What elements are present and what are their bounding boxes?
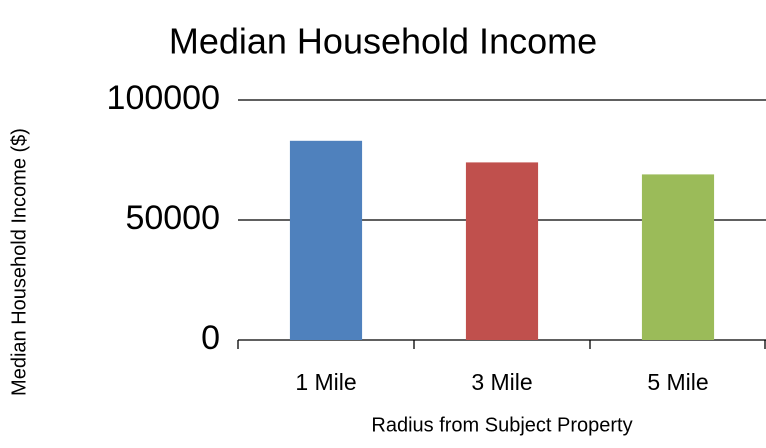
y-tick-label: 50000	[125, 199, 220, 237]
y-tick-label: 0	[201, 319, 220, 357]
bar	[465, 162, 539, 340]
x-axis-label: Radius from Subject Property	[371, 414, 632, 436]
x-tick-label: 3 Mile	[471, 369, 532, 395]
y-axis-label: Median Household Income ($)	[8, 128, 30, 396]
bar	[289, 140, 363, 340]
y-tick-label: 100000	[107, 79, 220, 117]
x-tick-label: 5 Mile	[647, 369, 708, 395]
chart-title: Median Household Income	[169, 21, 597, 62]
x-tick-label: 1 Mile	[295, 369, 356, 395]
bar	[641, 174, 715, 340]
